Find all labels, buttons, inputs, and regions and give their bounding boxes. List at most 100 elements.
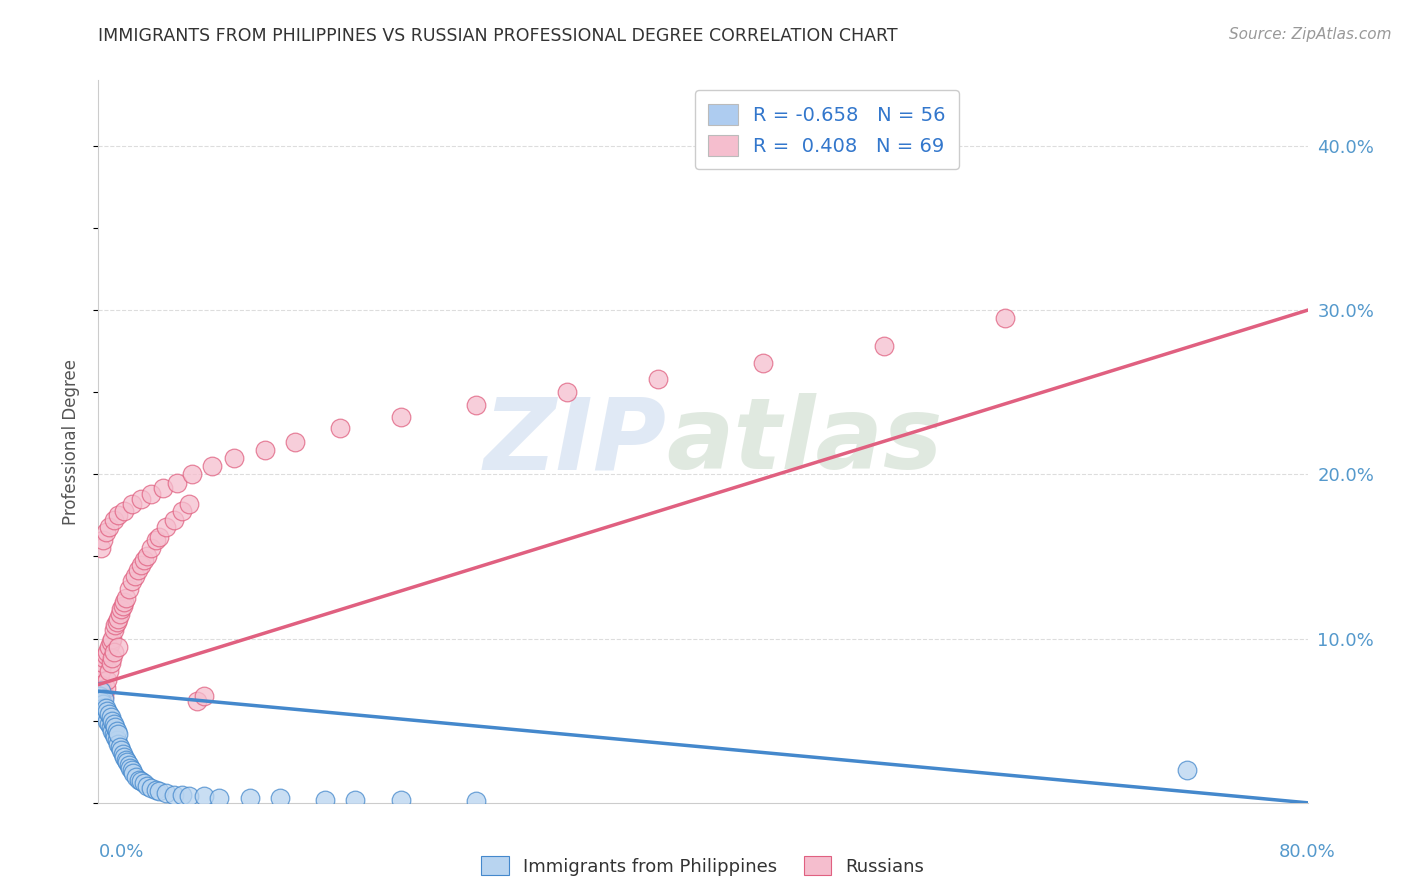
Point [101,651,124,665]
Point [89,689,111,703]
Point [1175,763,1198,777]
Point [118,582,141,597]
Legend: R = -0.658   N = 56, R =  0.408   N = 69: R = -0.658 N = 56, R = 0.408 N = 69 [695,90,959,169]
Point [129,491,152,506]
Point [90,684,112,698]
Point [121,574,143,588]
Point [90,694,112,708]
Point [121,763,143,777]
Point [166,475,188,490]
Point [91,698,114,712]
Point [994,311,1017,326]
Point [96,704,118,718]
Point [110,602,132,616]
Point [96,714,118,728]
Point [120,761,142,775]
Point [89,673,111,687]
Point [193,789,215,804]
Point [224,450,246,465]
Point [148,784,170,798]
Point [104,618,127,632]
Point [90,677,112,691]
Point [141,541,163,556]
Point [269,790,291,805]
Point [91,700,114,714]
Point [132,553,155,567]
Point [107,612,129,626]
Point [555,385,578,400]
Point [100,657,122,671]
Point [193,689,215,703]
Point [98,520,121,534]
Point [647,372,669,386]
Point [112,749,135,764]
Point [129,774,152,789]
Point [111,747,134,761]
Point [98,707,121,722]
Point [170,788,193,802]
Point [284,434,307,449]
Point [135,780,157,794]
Point [103,624,125,638]
Text: IMMIGRANTS FROM PHILIPPINES VS RUSSIAN PROFESSIONAL DEGREE CORRELATION CHART: IMMIGRANTS FROM PHILIPPINES VS RUSSIAN P… [98,27,898,45]
Point [201,459,224,474]
Point [96,673,118,687]
Point [163,513,186,527]
Point [132,776,155,790]
Point [93,689,115,703]
Point [329,421,352,435]
Point [314,792,336,806]
Point [108,607,131,621]
Point [108,739,131,754]
Point [141,780,163,795]
Point [103,727,125,741]
Point [112,503,135,517]
Point [128,772,150,787]
Point [101,723,124,738]
Text: Source: ZipAtlas.com: Source: ZipAtlas.com [1229,27,1392,42]
Point [253,442,276,457]
Point [103,645,125,659]
Point [145,782,167,797]
Point [96,645,118,659]
Point [114,753,136,767]
Point [389,409,412,424]
Point [93,692,115,706]
Point [155,786,177,800]
Point [93,706,115,720]
Point [152,481,174,495]
Point [107,508,129,523]
Point [239,790,262,805]
Point [98,717,121,731]
Point [104,720,127,734]
Point [94,681,117,695]
Point [118,758,141,772]
Point [181,467,204,482]
Point [101,714,124,728]
Legend: Immigrants from Philippines, Russians: Immigrants from Philippines, Russians [474,849,932,883]
Text: 0.0%: 0.0% [98,843,143,861]
Point [105,733,128,747]
Point [465,398,488,412]
Point [105,723,128,738]
Point [107,640,129,654]
Point [122,766,145,780]
Point [179,497,201,511]
Point [465,794,488,808]
Text: ZIP: ZIP [484,393,666,490]
Point [111,599,134,613]
Point [344,792,367,806]
Point [145,533,167,547]
Point [114,591,136,605]
Point [121,497,143,511]
Point [155,520,177,534]
Point [125,770,148,784]
Point [94,648,117,662]
Point [179,789,201,804]
Point [208,790,231,805]
Point [135,549,157,564]
Point [98,640,121,654]
Point [127,563,149,577]
Point [90,665,112,679]
Point [104,730,127,744]
